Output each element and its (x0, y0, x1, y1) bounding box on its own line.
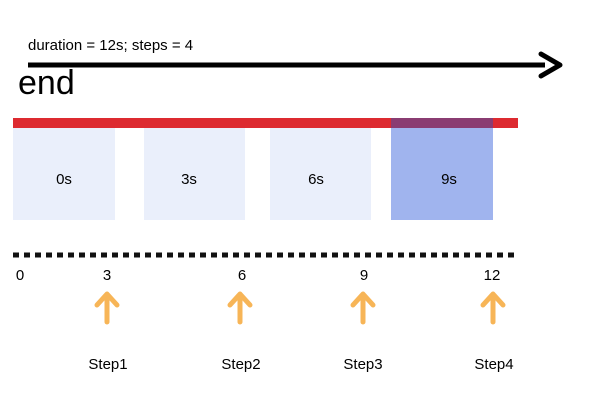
arrow-up-icon (480, 291, 506, 325)
frame-box-label: 9s (441, 171, 457, 188)
tick-label: 12 (484, 267, 501, 284)
arrow-up-icon (350, 291, 376, 325)
step-label: Step2 (221, 356, 260, 373)
frame-box-3-active: 9s (391, 118, 493, 220)
frame-box-label: 6s (308, 171, 324, 188)
bar-segment (13, 118, 115, 128)
end-label: end (18, 64, 75, 102)
arrow-up-icon (227, 291, 253, 325)
frame-box-1: 3s (144, 128, 245, 220)
duration-caption: duration = 12s; steps = 4 (28, 37, 193, 54)
arrow-up-icon (94, 291, 120, 325)
step-label: Step1 (88, 356, 127, 373)
frame-box-0: 0s (13, 128, 115, 220)
frame-box-fill (144, 128, 245, 220)
frame-box-fill (391, 128, 493, 220)
frame-box-label: 3s (181, 171, 197, 188)
tick-label: 3 (103, 267, 111, 284)
frame-box-fill (270, 128, 371, 220)
step-label: Step4 (474, 356, 513, 373)
frame-box-label: 0s (56, 171, 72, 188)
frame-box-fill (13, 128, 115, 220)
tick-label: 0 (16, 267, 24, 284)
step-label: Step3 (343, 356, 382, 373)
frame-box-2: 6s (270, 128, 371, 220)
tick-label: 9 (360, 267, 368, 284)
tick-label: 6 (238, 267, 246, 284)
progress-bar (13, 118, 518, 128)
timeline-arrow-head-icon (538, 51, 563, 79)
active-bar-segment (391, 118, 493, 128)
